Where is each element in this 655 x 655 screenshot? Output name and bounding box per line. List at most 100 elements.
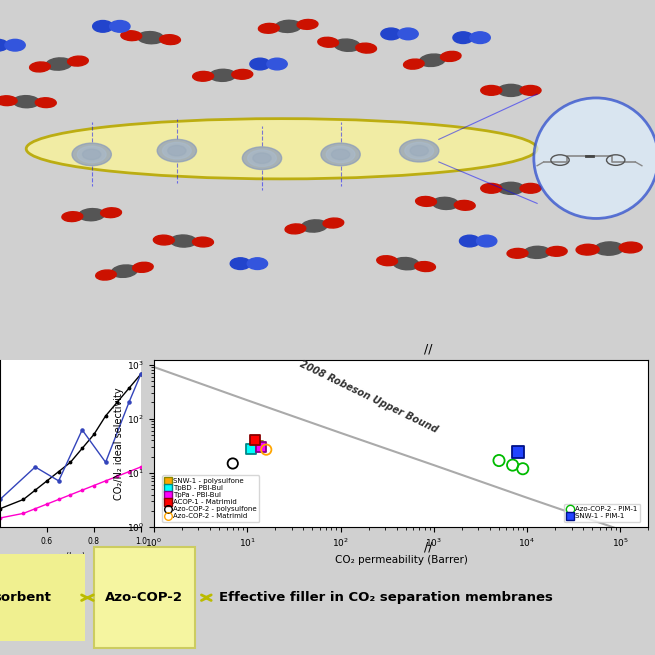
Ellipse shape (432, 197, 458, 210)
Ellipse shape (111, 265, 138, 277)
Ellipse shape (415, 261, 436, 272)
Ellipse shape (275, 20, 301, 33)
Ellipse shape (576, 244, 599, 255)
Ellipse shape (160, 35, 180, 45)
Point (513, 447, 523, 458)
Point (261, 444, 271, 455)
Ellipse shape (455, 200, 475, 210)
Ellipse shape (619, 242, 642, 253)
Ellipse shape (398, 28, 418, 40)
Ellipse shape (403, 59, 424, 69)
Ellipse shape (285, 224, 306, 234)
Circle shape (326, 146, 355, 162)
Ellipse shape (318, 37, 339, 47)
Ellipse shape (153, 235, 174, 245)
Ellipse shape (62, 212, 83, 221)
Ellipse shape (476, 235, 496, 247)
FancyBboxPatch shape (0, 554, 85, 641)
Ellipse shape (138, 31, 164, 44)
Ellipse shape (301, 220, 328, 232)
Circle shape (410, 145, 428, 156)
Text: sorbent: sorbent (0, 591, 51, 604)
X-axis label: CO₂ permeability (Barrer): CO₂ permeability (Barrer) (335, 555, 468, 565)
Point (246, 443, 256, 454)
Ellipse shape (5, 39, 25, 51)
Ellipse shape (231, 258, 250, 269)
Ellipse shape (481, 86, 502, 95)
Point (255, 442, 266, 453)
Ellipse shape (250, 58, 270, 70)
Ellipse shape (232, 69, 253, 79)
Ellipse shape (193, 237, 214, 247)
Ellipse shape (323, 218, 344, 228)
Text: //: // (424, 540, 433, 553)
Circle shape (400, 140, 439, 162)
Ellipse shape (498, 84, 524, 96)
Ellipse shape (210, 69, 236, 81)
Circle shape (83, 149, 101, 160)
Ellipse shape (101, 208, 121, 217)
Ellipse shape (193, 71, 214, 81)
Ellipse shape (334, 39, 360, 51)
FancyBboxPatch shape (94, 548, 195, 648)
Ellipse shape (13, 96, 39, 107)
Point (253, 440, 263, 451)
Ellipse shape (453, 32, 473, 43)
Circle shape (242, 147, 282, 170)
X-axis label: re (bar): re (bar) (56, 552, 85, 561)
Text: Effective filler in CO₂ separation membranes: Effective filler in CO₂ separation membr… (219, 591, 553, 604)
Ellipse shape (110, 20, 130, 32)
Ellipse shape (170, 235, 196, 247)
Ellipse shape (377, 255, 398, 266)
Circle shape (157, 140, 196, 162)
Circle shape (72, 143, 111, 166)
Ellipse shape (534, 98, 655, 219)
Ellipse shape (546, 246, 567, 256)
Ellipse shape (381, 28, 401, 40)
Ellipse shape (247, 258, 267, 269)
Ellipse shape (121, 31, 141, 41)
Circle shape (321, 143, 360, 166)
Ellipse shape (470, 32, 490, 43)
Ellipse shape (29, 62, 50, 72)
Point (508, 460, 518, 470)
Ellipse shape (460, 235, 479, 247)
Ellipse shape (35, 98, 56, 107)
Ellipse shape (595, 242, 624, 255)
Ellipse shape (67, 56, 88, 66)
Ellipse shape (520, 183, 541, 193)
Ellipse shape (93, 20, 113, 32)
Ellipse shape (267, 58, 287, 70)
Ellipse shape (0, 96, 17, 105)
Ellipse shape (259, 24, 279, 33)
Ellipse shape (520, 86, 541, 95)
Point (517, 464, 528, 474)
Circle shape (405, 142, 434, 159)
Ellipse shape (46, 58, 72, 70)
Circle shape (331, 149, 350, 160)
Ellipse shape (393, 257, 419, 270)
Ellipse shape (297, 20, 318, 29)
Ellipse shape (419, 54, 445, 66)
Y-axis label: CO₂/N₂ ideal selectivity: CO₂/N₂ ideal selectivity (114, 388, 124, 500)
Circle shape (168, 145, 186, 156)
Point (250, 435, 260, 445)
Circle shape (248, 150, 276, 166)
Ellipse shape (507, 248, 528, 258)
Ellipse shape (133, 262, 153, 272)
Text: //: // (424, 343, 433, 355)
Ellipse shape (524, 246, 550, 258)
Circle shape (162, 142, 191, 159)
Ellipse shape (0, 39, 9, 51)
Ellipse shape (96, 270, 116, 280)
Ellipse shape (481, 183, 502, 193)
Ellipse shape (26, 119, 537, 179)
Ellipse shape (79, 208, 105, 221)
Ellipse shape (356, 43, 377, 53)
Ellipse shape (498, 182, 524, 195)
Point (494, 455, 504, 466)
Ellipse shape (416, 196, 436, 206)
Text: 2008 Robeson Upper Bound: 2008 Robeson Upper Bound (298, 359, 440, 435)
Circle shape (77, 146, 106, 162)
Ellipse shape (441, 51, 461, 62)
